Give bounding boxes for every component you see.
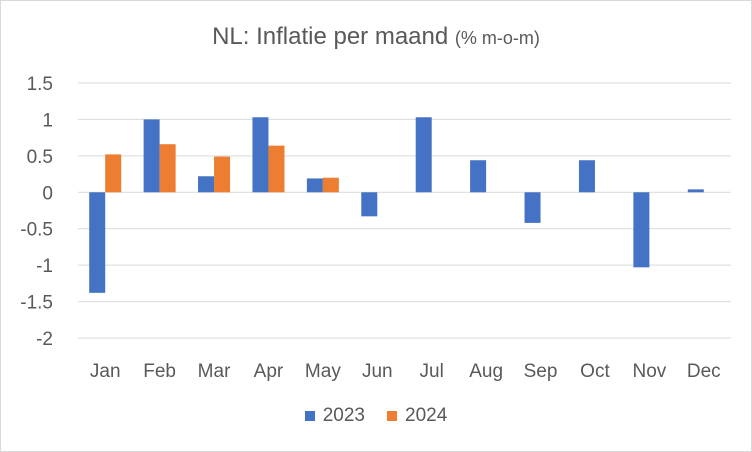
bar-2024-mar xyxy=(214,156,231,193)
y-tick-label: 0.5 xyxy=(27,147,53,168)
x-tick-label-oct: Oct xyxy=(580,361,610,382)
y-tick-label: 1.5 xyxy=(27,74,53,95)
legend-label-2024: 2024 xyxy=(405,405,448,426)
bar-2023-oct xyxy=(578,160,595,193)
chart-title-main: NL: Inflatie per maand xyxy=(212,23,449,50)
bar-2024-apr xyxy=(268,145,285,193)
x-tick-label-jan: Jan xyxy=(90,361,121,382)
legend-swatch-2024 xyxy=(387,411,397,421)
bar-2023-jun xyxy=(361,192,378,217)
x-tick-label-dec: Dec xyxy=(687,361,721,382)
x-tick-label-aug: Aug xyxy=(469,361,503,382)
y-tick-label: 1 xyxy=(42,110,53,131)
legend: 2023 2024 xyxy=(1,405,751,427)
legend-item-2024: 2024 xyxy=(387,405,447,427)
bar-2023-may xyxy=(306,178,323,193)
chart-subtitle: (% m-o-m) xyxy=(454,28,540,48)
bar-2024-may xyxy=(322,177,339,193)
x-tick-label-mar: Mar xyxy=(198,361,231,382)
y-tick-label: -2 xyxy=(36,329,53,350)
bar-2023-aug xyxy=(470,160,487,193)
y-tick-label: -0.5 xyxy=(20,220,53,241)
x-tick-label-jun: Jun xyxy=(362,361,393,382)
legend-item-2023: 2023 xyxy=(304,405,365,427)
x-tick-label-sep: Sep xyxy=(524,361,558,382)
x-tick-label-nov: Nov xyxy=(632,361,666,382)
bar-2023-nov xyxy=(633,192,650,268)
bar-2024-feb xyxy=(159,144,176,193)
x-tick-label-apr: Apr xyxy=(254,361,284,382)
x-tick-label-jul: Jul xyxy=(420,361,444,382)
x-tick-label-feb: Feb xyxy=(143,361,176,382)
y-tick-label: 0 xyxy=(42,183,53,204)
bar-2023-mar xyxy=(198,176,215,193)
legend-label-2023: 2023 xyxy=(322,405,365,426)
bar-2023-jul xyxy=(415,117,432,193)
legend-swatch-2023 xyxy=(304,411,315,421)
bar-2024-jan xyxy=(105,154,122,193)
bar-2023-jan xyxy=(89,192,106,293)
bar-2023-dec xyxy=(687,189,704,193)
chart-title: NL: Inflatie per maand (% m-o-m) xyxy=(1,23,751,51)
bar-2023-sep xyxy=(524,192,541,223)
bar-2023-apr xyxy=(252,117,269,193)
y-tick-label: -1 xyxy=(36,256,53,277)
y-tick-label: -1.5 xyxy=(20,293,53,314)
bar-2023-feb xyxy=(143,119,160,193)
x-tick-label-may: May xyxy=(305,361,341,382)
